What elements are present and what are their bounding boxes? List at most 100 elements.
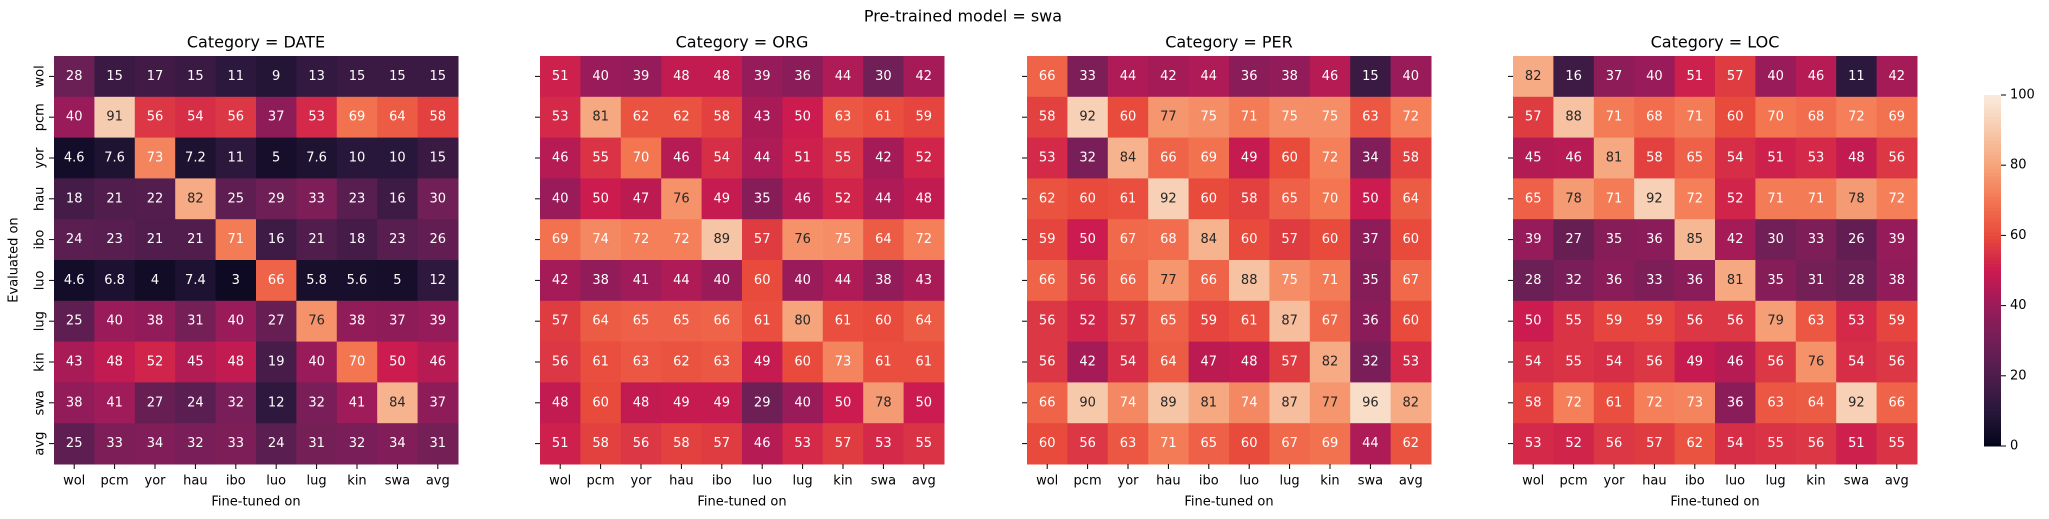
cell-label: 56 [1808,436,1825,451]
heatmap-cell [903,423,945,465]
heatmap-cell [1755,219,1797,261]
cell-label: 30 [875,69,892,84]
cell-label: 57 [1281,232,1298,247]
heatmap-cell [94,56,136,98]
cell-label: 55 [1565,355,1582,370]
heatmap-cell [661,56,703,98]
cell-label: 72 [1565,395,1582,410]
cell-label: 34 [147,436,164,451]
heatmap-cell [1513,219,1554,261]
cell-label: 56 [147,110,164,125]
heatmap-cell [1188,96,1230,139]
y-tick-label: pcm [33,103,48,131]
x-tick-label: lug [307,474,327,489]
heatmap-cell [215,219,257,261]
heatmap-cell [1229,423,1270,465]
cell-label: 72 [673,232,690,247]
cell-label: 48 [228,355,245,370]
heatmap-cell [742,96,783,139]
cell-label: 92 [1160,191,1177,206]
heatmap-cell [540,341,581,383]
cell-label: 61 [1241,314,1258,329]
colorbar-segment [1984,403,2001,408]
heatmap-cell [1795,341,1837,383]
cell-label: 77 [1160,110,1177,125]
colorbar-segment [1984,207,2001,212]
heatmap-cell [1674,178,1716,220]
cell-label: 57 [1120,314,1137,329]
heatmap-cell [1148,300,1190,343]
heatmap-cell [1674,56,1716,98]
heatmap-cell [1229,219,1270,261]
heatmap-cell [701,300,743,343]
cell-label: 84 [1120,151,1137,166]
y-axis-label: Evaluated on [7,217,22,302]
heatmap-cell [701,96,743,139]
cell-label: 73 [147,151,164,166]
heatmap-cell [1067,382,1109,424]
heatmap-cell [1269,260,1311,302]
heatmap-cell [417,96,459,139]
cell-label: 82 [1403,395,1420,410]
heatmap-cell [1634,219,1676,261]
heatmap-cell [782,219,824,261]
cell-label: 60 [1241,232,1258,247]
cell-label: 44 [1120,69,1137,84]
heatmap-cell [620,382,662,424]
colorbar-segment [1984,133,2001,138]
colorbar-segment [1984,284,2001,289]
heatmap-cell [54,178,95,220]
colorbar-tick-label: 20 [2010,368,2027,383]
cell-label: 37 [268,110,285,125]
heatmap-cell [1067,56,1109,98]
cell-label: 71 [1322,273,1339,288]
cell-label: 33 [228,436,245,451]
cell-label: 82 [1322,355,1339,370]
heatmap-cell [1188,423,1230,465]
colorbar-segment [1984,435,2001,440]
heatmap-cell [863,382,905,424]
cell-label: 73 [835,355,852,370]
colorbar-segment [1984,375,2001,380]
cell-label: 39 [754,69,771,84]
heatmap-cell [701,423,743,465]
cell-label: 48 [916,191,933,206]
cell-label: 60 [1322,232,1339,247]
cell-label: 36 [1606,273,1623,288]
heatmap-cell [1795,137,1837,179]
cell-label: 12 [268,395,285,410]
cell-label: 76 [1808,355,1825,370]
x-tick-label: wol [549,474,571,489]
cell-label: 56 [1727,314,1744,329]
heatmap-cell [1309,260,1351,302]
cell-label: 38 [592,273,609,288]
cell-label: 40 [1403,69,1420,84]
heatmap-cell [620,423,662,465]
colorbar-tick-label: 40 [2010,298,2027,313]
cell-label: 55 [592,151,609,166]
heatmap-cell [1309,382,1351,424]
heatmap-cell [1027,423,1068,465]
cell-label: 49 [673,395,690,410]
y-tick-label: luo [33,270,48,290]
heatmap-cell [377,219,419,261]
heatmap-cell [620,219,662,261]
colorbar-segment [1984,323,2001,328]
heatmap-cell [742,219,783,261]
cell-label: 55 [916,436,933,451]
heatmap-cell [1107,178,1149,220]
cell-label: 23 [389,232,406,247]
cell-label: 61 [835,314,852,329]
cell-label: 89 [1160,395,1177,410]
heatmap-cell [1390,96,1432,139]
cell-label: 65 [1525,191,1542,206]
heatmap-cell [215,137,257,179]
cell-label: 78 [1848,191,1865,206]
cell-label: 25 [66,436,83,451]
heatmap-cell [296,341,338,383]
cell-label: 52 [1079,314,1096,329]
cell-label: 46 [1322,69,1339,84]
cell-label: 75 [1281,110,1298,125]
cell-label: 16 [389,191,406,206]
